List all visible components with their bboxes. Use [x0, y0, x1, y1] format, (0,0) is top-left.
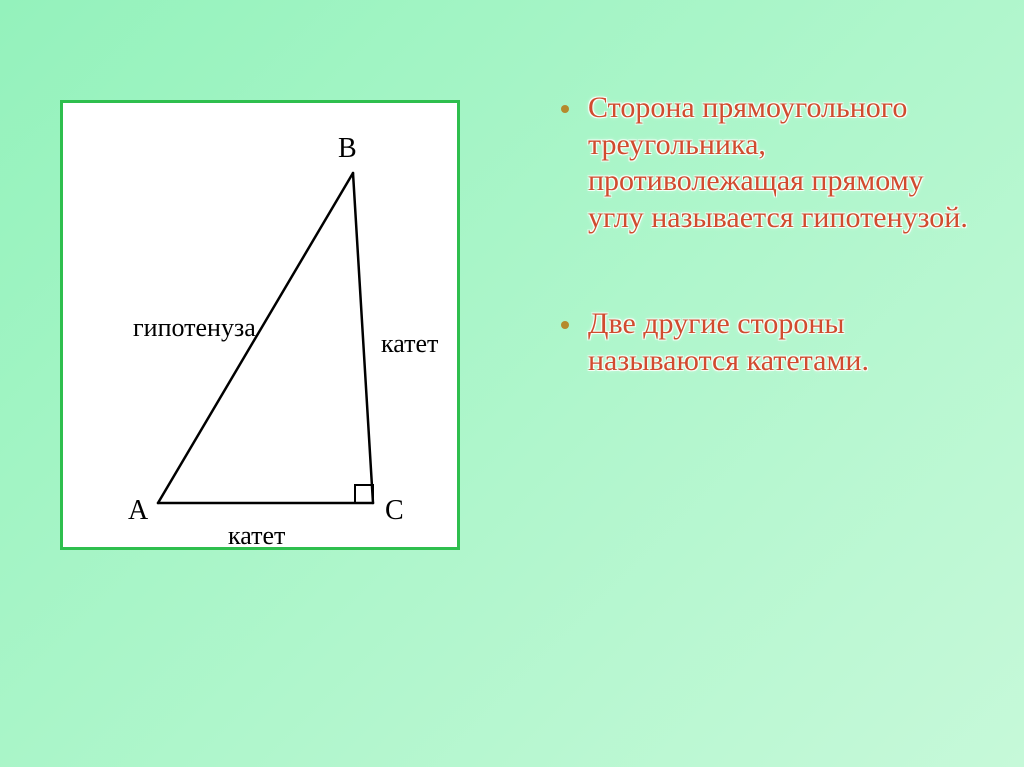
paragraph-2: Две другие стороны называются катетами. [588, 306, 980, 379]
triangle-svg [63, 103, 463, 553]
vertex-C: C [385, 495, 404, 527]
text-column: Сторона прямоугольного треугольника, про… [560, 90, 980, 450]
bullet-item-2: Две другие стороны называются катетами. [560, 306, 980, 379]
label-leg-right: катет [381, 329, 438, 359]
vertex-B: B [338, 133, 357, 165]
vertex-A: A [128, 495, 148, 527]
label-hypotenuse: гипотенуза [133, 313, 256, 343]
figure-box: A B C гипотенуза катет катет [60, 100, 460, 550]
label-leg-bottom: катет [228, 521, 285, 551]
paragraph-1: Сторона прямоугольного треугольника, про… [588, 90, 980, 236]
slide-stage: A B C гипотенуза катет катет Сторона пря… [0, 0, 1024, 767]
bullet-icon [560, 320, 570, 330]
bullet-icon [560, 104, 570, 114]
bullet-item-1: Сторона прямоугольного треугольника, про… [560, 90, 980, 236]
